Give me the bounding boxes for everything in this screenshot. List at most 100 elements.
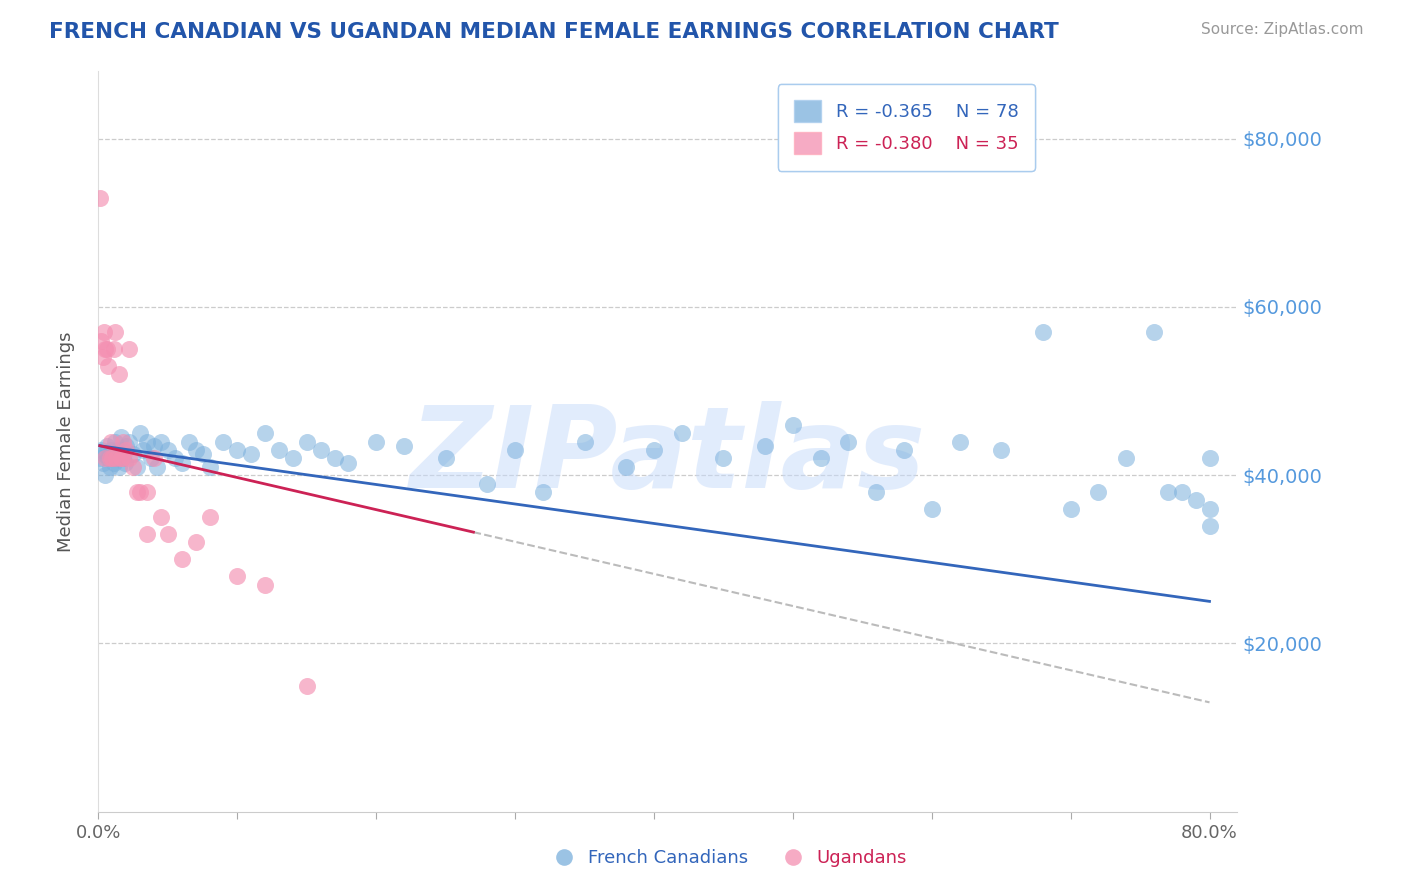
Point [112, 451, 135, 466]
Text: FRENCH CANADIAN VS UGANDAN MEDIAN FEMALE EARNINGS CORRELATION CHART: FRENCH CANADIAN VS UGANDAN MEDIAN FEMALE… [49, 22, 1059, 42]
Point [143, 439, 166, 453]
Point [782, 417, 804, 432]
Point [101, 451, 124, 466]
Point [1170, 485, 1192, 500]
Point [122, 459, 145, 474]
Point [163, 451, 186, 466]
Point [254, 577, 277, 591]
Point [127, 485, 149, 500]
Point [93, 447, 115, 461]
Point [105, 451, 128, 466]
Point [91, 456, 114, 470]
Point [503, 442, 526, 457]
Point [295, 434, 318, 449]
Point [837, 434, 859, 449]
Point [177, 434, 200, 449]
Point [149, 434, 172, 449]
Point [136, 434, 159, 449]
Point [122, 447, 145, 461]
Point [110, 430, 132, 444]
Point [337, 456, 360, 470]
Point [107, 442, 129, 457]
Point [94, 468, 117, 483]
Point [97, 359, 120, 373]
Point [91, 351, 114, 365]
Point [98, 451, 121, 466]
Point [990, 442, 1012, 457]
Point [104, 325, 127, 339]
Legend: French Canadians, Ugandans: French Canadians, Ugandans [548, 842, 914, 874]
Point [115, 442, 138, 457]
Point [94, 342, 117, 356]
Point [1184, 493, 1206, 508]
Point [90, 334, 112, 348]
Point [309, 442, 332, 457]
Point [104, 434, 127, 449]
Point [1198, 501, 1220, 516]
Point [1115, 451, 1137, 466]
Point [96, 342, 118, 356]
Point [108, 459, 131, 474]
Point [392, 439, 415, 453]
Point [267, 442, 290, 457]
Point [89, 190, 111, 204]
Point [643, 442, 665, 457]
Point [103, 342, 125, 356]
Point [145, 459, 167, 474]
Point [98, 459, 121, 474]
Point [477, 476, 499, 491]
Point [112, 434, 135, 449]
Point [132, 442, 155, 457]
Point [89, 451, 111, 466]
Point [191, 447, 214, 461]
Point [184, 535, 207, 549]
Point [118, 342, 141, 356]
Point [226, 569, 249, 583]
Point [118, 451, 141, 466]
Point [1143, 325, 1166, 339]
Point [105, 451, 128, 466]
Point [295, 679, 318, 693]
Point [198, 459, 221, 474]
Point [108, 368, 131, 382]
Point [198, 510, 221, 524]
Point [149, 510, 172, 524]
Point [100, 442, 122, 457]
Point [127, 459, 149, 474]
Point [921, 501, 943, 516]
Point [948, 434, 970, 449]
Point [96, 439, 118, 453]
Point [212, 434, 235, 449]
Point [531, 485, 554, 500]
Point [100, 434, 122, 449]
Point [93, 325, 115, 339]
Point [810, 451, 832, 466]
Point [281, 451, 304, 466]
Legend: R = -0.365    N = 78, R = -0.380    N = 35: R = -0.365 N = 78, R = -0.380 N = 35 [778, 84, 1035, 170]
Point [434, 451, 457, 466]
Text: Source: ZipAtlas.com: Source: ZipAtlas.com [1201, 22, 1364, 37]
Point [1059, 501, 1081, 516]
Point [1198, 518, 1220, 533]
Point [111, 451, 134, 466]
Point [671, 426, 693, 441]
Point [323, 451, 346, 466]
Point [156, 527, 179, 541]
Point [129, 426, 152, 441]
Point [111, 442, 134, 457]
Point [143, 451, 166, 466]
Point [754, 439, 776, 453]
Point [865, 485, 887, 500]
Point [115, 439, 138, 453]
Point [170, 552, 193, 566]
Point [184, 442, 207, 457]
Point [226, 442, 249, 457]
Point [136, 527, 159, 541]
Point [240, 447, 263, 461]
Point [110, 451, 132, 466]
Point [101, 447, 124, 461]
Point [713, 451, 735, 466]
Point [118, 434, 141, 449]
Point [129, 485, 152, 500]
Point [614, 459, 637, 474]
